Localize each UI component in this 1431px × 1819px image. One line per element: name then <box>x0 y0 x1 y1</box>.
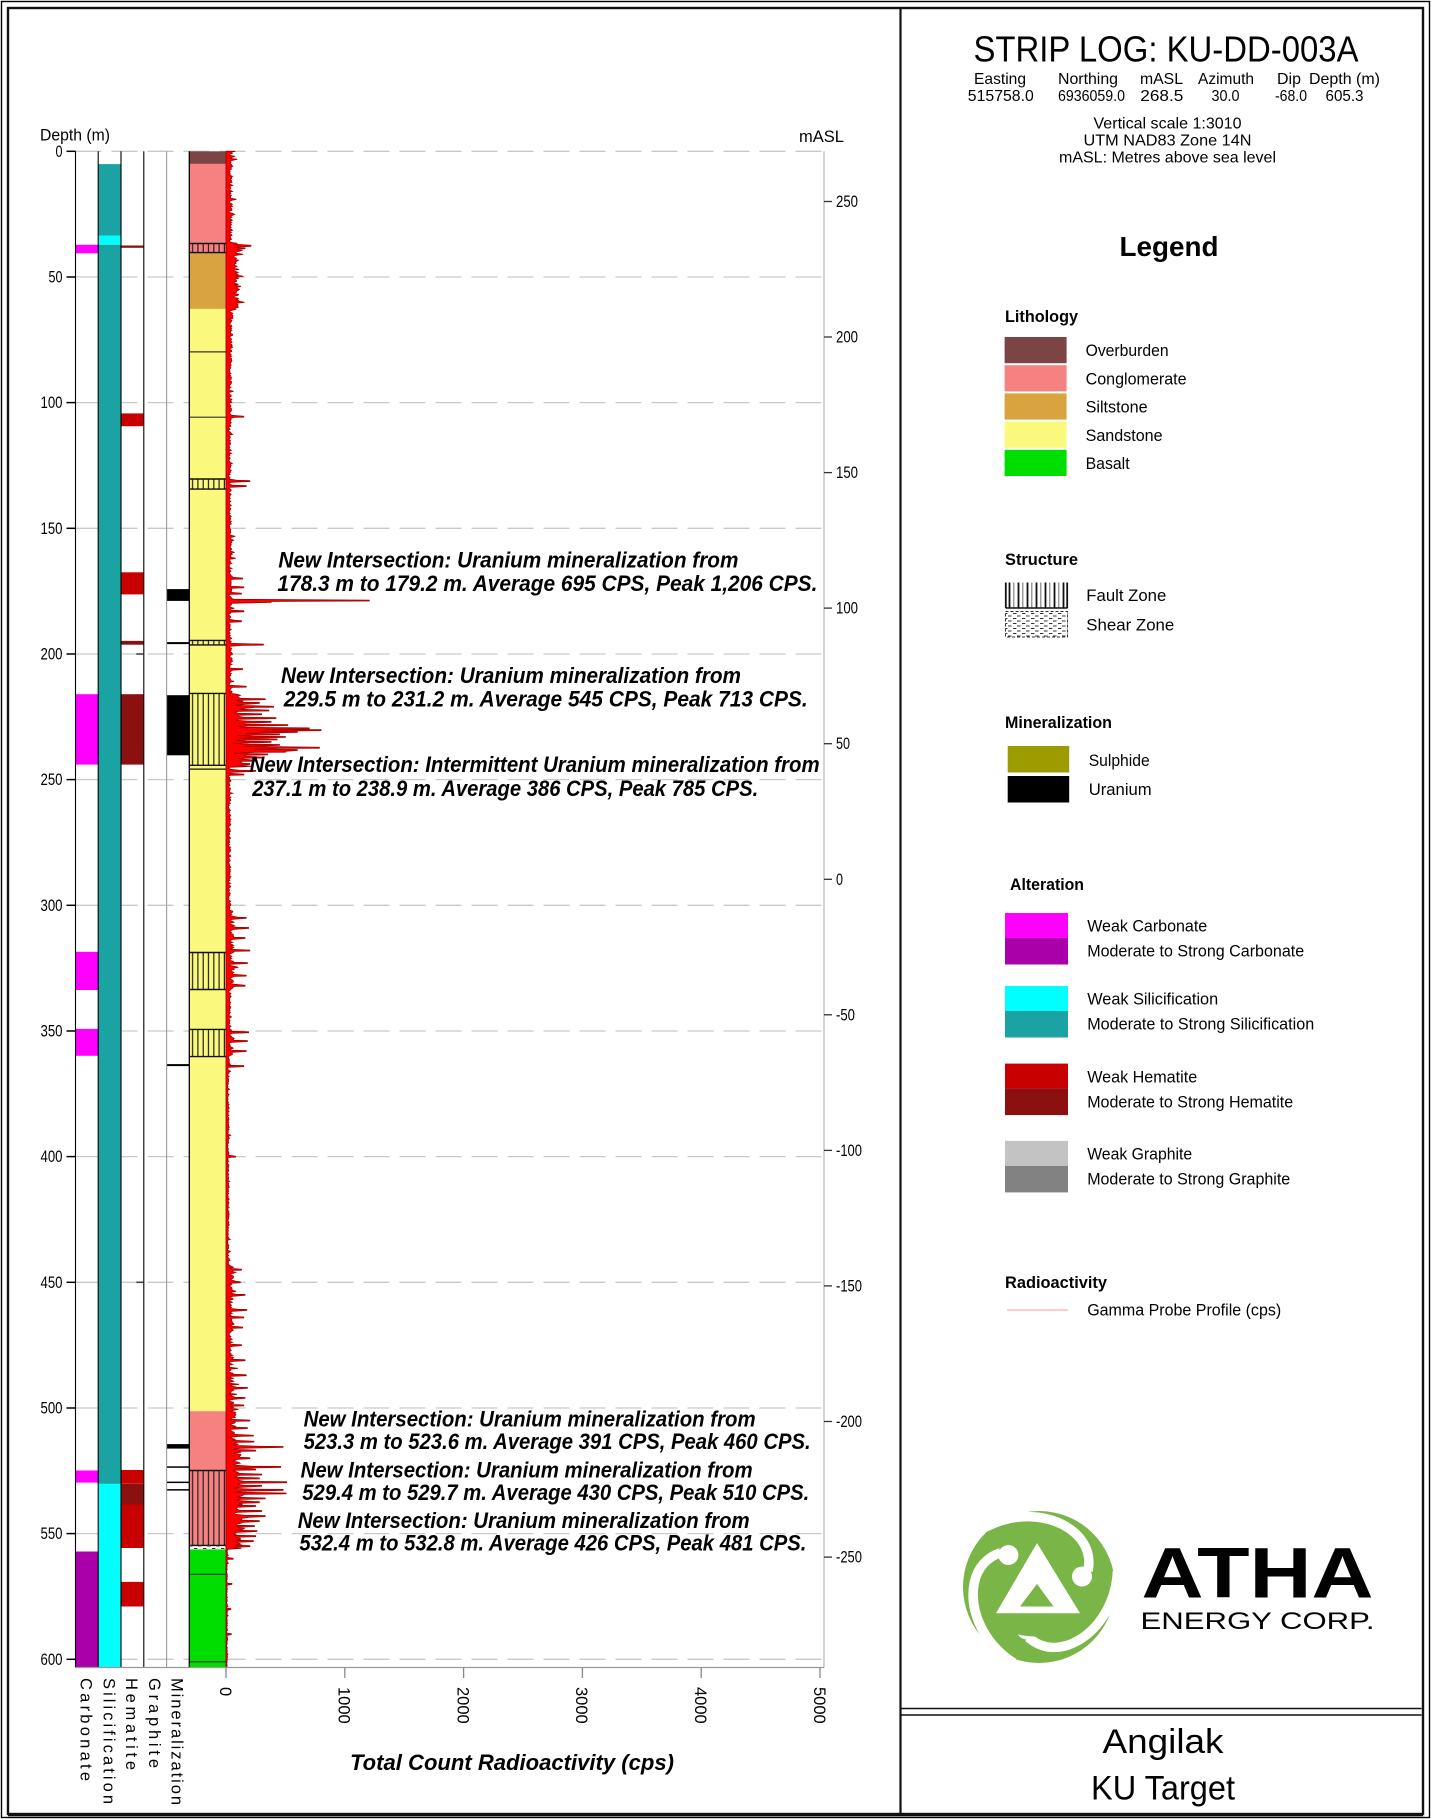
svg-text:Siltstone: Siltstone <box>1086 398 1148 417</box>
svg-text:200: 200 <box>41 646 63 664</box>
svg-text:0: 0 <box>56 143 63 161</box>
svg-text:Northing: Northing <box>1058 71 1118 88</box>
svg-text:100: 100 <box>41 394 63 412</box>
svg-text:Overburden: Overburden <box>1086 341 1169 360</box>
svg-text:ATHA: ATHA <box>1142 1535 1374 1614</box>
svg-text:250: 250 <box>41 771 63 789</box>
svg-text:Weak Silicification: Weak Silicification <box>1087 990 1218 1009</box>
svg-text:600: 600 <box>41 1651 63 1669</box>
svg-text:50: 50 <box>836 735 850 753</box>
svg-text:1000: 1000 <box>335 1687 353 1724</box>
svg-text:New Intersection: Uranium mine: New Intersection: Uranium mineralization… <box>304 1407 756 1432</box>
svg-text:Gamma Probe Profile (cps): Gamma Probe Profile (cps) <box>1087 1301 1281 1320</box>
svg-text:-50: -50 <box>836 1006 855 1024</box>
svg-text:Uranium: Uranium <box>1089 780 1152 799</box>
svg-text:Moderate to Strong Silicificat: Moderate to Strong Silicification <box>1087 1015 1314 1034</box>
svg-text:400: 400 <box>41 1148 63 1166</box>
svg-text:100: 100 <box>836 600 858 618</box>
svg-text:New Intersection: Uranium mine: New Intersection: Uranium mineralization… <box>298 1508 750 1533</box>
svg-text:Angilak: Angilak <box>1103 1723 1225 1761</box>
svg-text:Hematite: Hematite <box>122 1678 140 1770</box>
svg-text:KU Target: KU Target <box>1091 1770 1236 1808</box>
svg-text:500: 500 <box>41 1400 63 1418</box>
svg-text:-68.0: -68.0 <box>1275 88 1307 105</box>
svg-text:STRIP LOG: KU-DD-003A: STRIP LOG: KU-DD-003A <box>974 29 1359 70</box>
svg-text:Fault Zone: Fault Zone <box>1086 586 1166 605</box>
svg-text:Depth (m): Depth (m) <box>1309 71 1380 88</box>
svg-text:Sulphide: Sulphide <box>1089 751 1150 770</box>
svg-text:Alteration: Alteration <box>1010 875 1084 894</box>
svg-text:Conglomerate: Conglomerate <box>1086 369 1187 388</box>
svg-text:New Intersection: Uranium mine: New Intersection: Uranium mineralization… <box>281 663 741 688</box>
svg-text:0: 0 <box>836 871 843 889</box>
svg-text:Weak Hematite: Weak Hematite <box>1087 1067 1197 1086</box>
svg-text:Radioactivity: Radioactivity <box>1005 1273 1108 1292</box>
svg-text:150: 150 <box>41 520 63 538</box>
svg-text:4000: 4000 <box>691 1687 709 1724</box>
svg-text:Carbonate: Carbonate <box>77 1678 95 1781</box>
svg-text:New Intersection: Uranium mine: New Intersection: Uranium mineralization… <box>301 1458 753 1483</box>
svg-text:Sandstone: Sandstone <box>1086 426 1163 445</box>
svg-text:300: 300 <box>41 897 63 915</box>
svg-text:150: 150 <box>836 464 858 482</box>
svg-text:550: 550 <box>41 1525 63 1543</box>
svg-text:229.5 m to 231.2 m. Average 54: 229.5 m to 231.2 m. Average 545 CPS, Pea… <box>283 687 808 712</box>
svg-text:Vertical scale 1:3010: Vertical scale 1:3010 <box>1094 116 1242 133</box>
svg-text:30.0: 30.0 <box>1212 88 1240 105</box>
svg-text:mASL: Metres above sea level: mASL: Metres above sea level <box>1059 150 1276 167</box>
svg-text:515758.0: 515758.0 <box>968 88 1034 105</box>
svg-text:2000: 2000 <box>453 1687 471 1724</box>
svg-text:Weak Graphite: Weak Graphite <box>1087 1145 1192 1164</box>
svg-text:450: 450 <box>41 1274 63 1292</box>
svg-text:Structure: Structure <box>1005 550 1078 569</box>
svg-text:mASL: mASL <box>1140 71 1183 88</box>
svg-text:Basalt: Basalt <box>1086 454 1130 473</box>
svg-text:50: 50 <box>49 269 63 287</box>
svg-text:237.1 m to 238.9 m. Average 38: 237.1 m to 238.9 m. Average 386 CPS, Pea… <box>251 776 758 801</box>
svg-text:New Intersection: Intermittent: New Intersection: Intermittent Uranium m… <box>250 752 820 777</box>
svg-text:0: 0 <box>216 1687 234 1696</box>
svg-text:ENERGY CORP.: ENERGY CORP. <box>1141 1608 1375 1635</box>
svg-text:350: 350 <box>41 1023 63 1041</box>
svg-text:New Intersection: Uranium mine: New Intersection: Uranium mineralization… <box>278 547 738 572</box>
svg-text:Shear Zone: Shear Zone <box>1086 616 1174 635</box>
svg-text:178.3 m to 179.2 m. Average 69: 178.3 m to 179.2 m. Average 695 CPS, Pea… <box>277 571 817 596</box>
svg-text:Depth (m): Depth (m) <box>40 127 110 145</box>
svg-text:mASL: mASL <box>799 128 844 146</box>
svg-text:5000: 5000 <box>810 1687 828 1724</box>
svg-text:268.5: 268.5 <box>1140 88 1183 105</box>
svg-text:-200: -200 <box>836 1413 862 1431</box>
svg-text:6936059.0: 6936059.0 <box>1058 88 1125 105</box>
svg-text:605.3: 605.3 <box>1326 88 1364 105</box>
svg-text:529.4 m to 529.7 m. Average 43: 529.4 m to 529.7 m. Average 430 CPS, Pea… <box>302 1480 809 1505</box>
svg-text:UTM NAD83 Zone 14N: UTM NAD83 Zone 14N <box>1084 133 1252 150</box>
svg-text:-100: -100 <box>836 1142 862 1160</box>
svg-text:-150: -150 <box>836 1277 862 1295</box>
svg-text:Legend: Legend <box>1120 231 1219 262</box>
svg-text:Dip: Dip <box>1277 71 1301 88</box>
svg-text:3000: 3000 <box>572 1687 590 1724</box>
svg-text:Moderate to Strong Carbonate: Moderate to Strong Carbonate <box>1087 942 1304 961</box>
svg-text:200: 200 <box>836 329 858 347</box>
svg-text:Total Count Radioactivity (cps: Total Count Radioactivity (cps) <box>350 1750 674 1775</box>
svg-text:Moderate to Strong Hematite: Moderate to Strong Hematite <box>1087 1092 1293 1111</box>
svg-text:532.4 m to 532.8 m. Average 42: 532.4 m to 532.8 m. Average 426 CPS, Pea… <box>299 1531 806 1556</box>
svg-text:250: 250 <box>836 193 858 211</box>
svg-text:Mineralization: Mineralization <box>168 1678 186 1805</box>
svg-text:523.3 m to 523.6 m. Average 39: 523.3 m to 523.6 m. Average 391 CPS, Pea… <box>304 1429 811 1454</box>
svg-text:Weak Carbonate: Weak Carbonate <box>1087 917 1207 936</box>
svg-text:Lithology: Lithology <box>1005 307 1079 326</box>
svg-text:Easting: Easting <box>974 71 1026 88</box>
svg-text:Moderate to Strong Graphite: Moderate to Strong Graphite <box>1087 1170 1290 1189</box>
svg-text:Azimuth: Azimuth <box>1198 71 1254 88</box>
svg-text:-250: -250 <box>836 1549 862 1567</box>
svg-text:Mineralization: Mineralization <box>1005 713 1112 732</box>
